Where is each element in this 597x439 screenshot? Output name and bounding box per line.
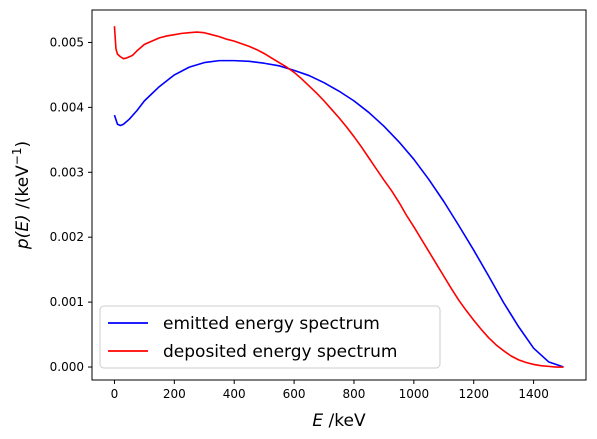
- x-tick-label: 1200: [458, 387, 489, 401]
- series-line-emitted: [113, 59, 564, 368]
- y-tick-label: 0.005: [50, 35, 84, 49]
- y-axis-label-exponent: −1: [10, 148, 24, 166]
- y-tick-label: 0.003: [50, 165, 84, 179]
- y-axis-ticks: 0.000 0.001 0.002 0.003 0.004 0.005: [50, 35, 92, 374]
- y-tick-label: 0.000: [50, 360, 84, 374]
- x-tick-label: 0: [111, 387, 119, 401]
- y-axis-label: p(E) /(keV−1): [10, 141, 33, 250]
- axes-frame: [91, 9, 587, 381]
- x-tick-label: 200: [163, 387, 186, 401]
- x-axis-label: E /keV: [312, 411, 366, 431]
- x-axis-ticks: 0 200 400 600 800 1000 1200 1400: [111, 380, 549, 401]
- y-tick-label: 0.004: [50, 100, 84, 114]
- series-line-deposited: [113, 26, 564, 368]
- y-axis-label-close: ): [13, 141, 33, 148]
- legend-box: [99, 305, 441, 369]
- x-tick-label: 400: [223, 387, 246, 401]
- y-axis-label-unit: /(keV: [13, 165, 33, 214]
- x-tick-label: 800: [343, 387, 366, 401]
- x-axis-label-unit: /keV: [323, 411, 366, 431]
- x-tick-label: 600: [283, 387, 306, 401]
- x-tick-label: 1000: [399, 387, 430, 401]
- x-axis-label-var: E: [312, 411, 323, 431]
- y-tick-label: 0.002: [50, 230, 84, 244]
- series-layer: [113, 26, 564, 368]
- legend-label-deposited: deposited energy spectrum: [163, 342, 397, 362]
- y-axis-label-var: p(E): [13, 214, 33, 250]
- legend: emitted energy spectrum deposited energy…: [99, 305, 441, 369]
- y-tick-label: 0.001: [50, 295, 84, 309]
- legend-label-emitted: emitted energy spectrum: [163, 314, 380, 334]
- x-tick-label: 1400: [518, 387, 549, 401]
